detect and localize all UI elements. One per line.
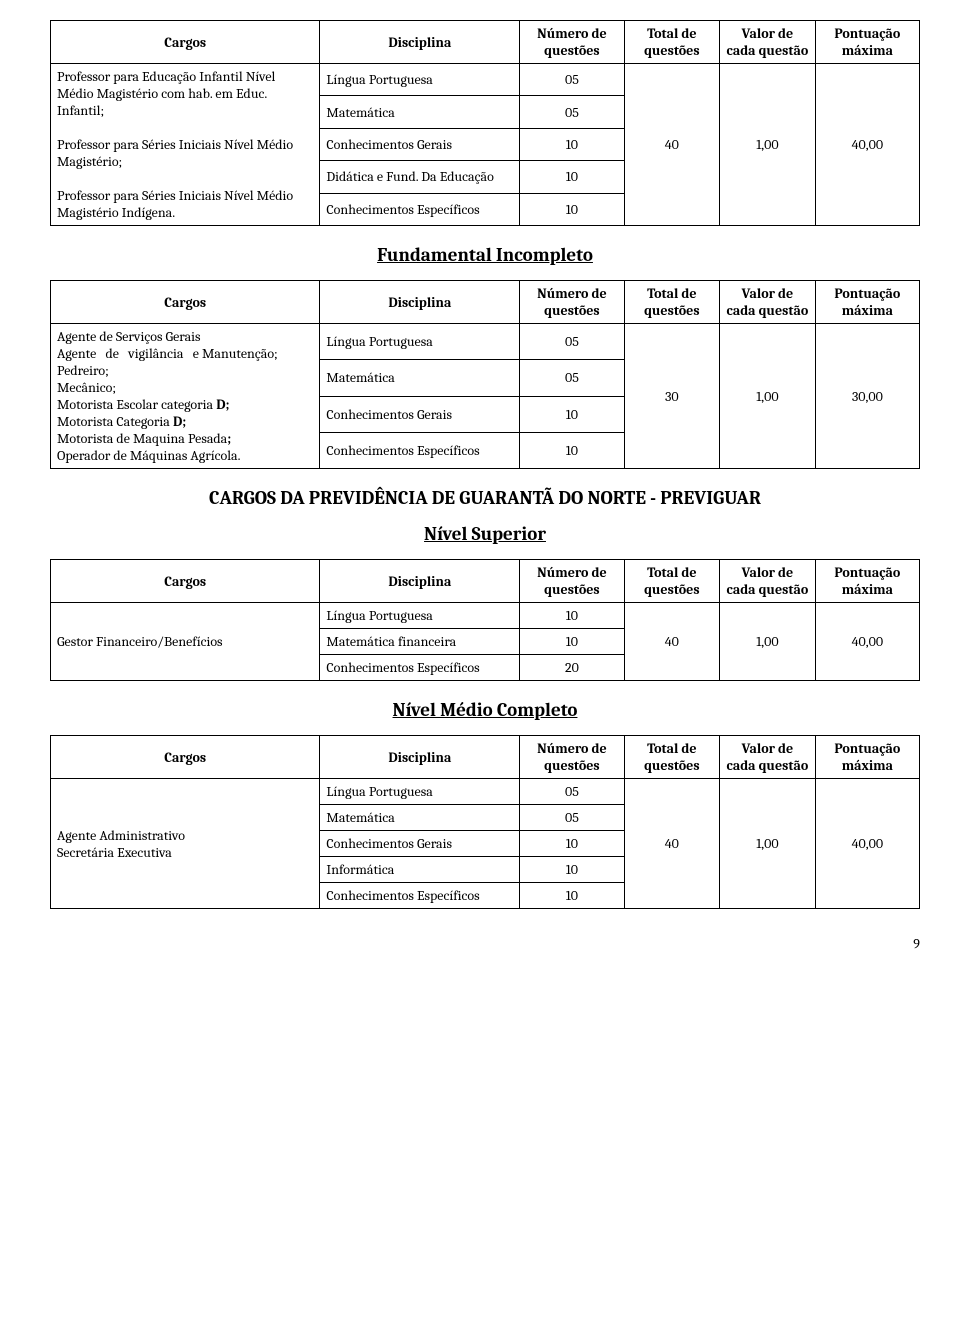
t1-d3: Conhecimentos Gerais [320, 128, 520, 160]
section-title-fundamental: Fundamental Incompleto [50, 244, 920, 266]
t2-total: 30 [624, 324, 720, 469]
section-title-superior: Nível Superior [50, 523, 920, 545]
th-valor: Valor de cada questão [720, 736, 816, 779]
page-number: 9 [50, 927, 920, 952]
t4-n2: 05 [520, 805, 624, 831]
t3-n3: 20 [520, 655, 624, 681]
t2-d1: Língua Portuguesa [320, 324, 520, 360]
t4-n5: 10 [520, 883, 624, 909]
t2-n4: 10 [520, 432, 624, 468]
table-1: Cargos Disciplina Número de questões Tot… [50, 20, 920, 226]
t2-valor: 1,00 [720, 324, 816, 469]
th-numero: Número de questões [520, 21, 624, 64]
t4-n3: 10 [520, 831, 624, 857]
t1-n4: 10 [520, 161, 624, 193]
table-3: Cargos Disciplina Número de questões Tot… [50, 559, 920, 681]
t3-total: 40 [624, 603, 720, 681]
th-disciplina: Disciplina [320, 281, 520, 324]
t1-d1: Língua Portuguesa [320, 64, 520, 96]
th-cargos: Cargos [51, 281, 320, 324]
table-4: Cargos Disciplina Número de questões Tot… [50, 735, 920, 909]
t1-cargos-c: Professor para Séries Iniciais Nível Méd… [57, 187, 293, 221]
t3-d3: Conhecimentos Específicos [320, 655, 520, 681]
t1-d2: Matemática [320, 96, 520, 128]
th-pontuacao: Pontuação máxima [815, 281, 919, 324]
t4-cargos: Agente AdministrativoSecretária Executiv… [51, 779, 320, 909]
t3-n1: 10 [520, 603, 624, 629]
t1-n3: 10 [520, 128, 624, 160]
t2-cargos: Agente de Serviços Gerais Agente de vigi… [51, 324, 320, 469]
t1-d4: Didática e Fund. Da Educação [320, 161, 520, 193]
t4-n1: 05 [520, 779, 624, 805]
t1-pont: 40,00 [815, 64, 919, 226]
th-cargos: Cargos [51, 21, 320, 64]
t2-d4: Conhecimentos Específicos [320, 432, 520, 468]
t4-d4: Informática [320, 857, 520, 883]
th-total: Total de questões [624, 21, 720, 64]
t2-d2: Matemática [320, 360, 520, 396]
th-cargos: Cargos [51, 560, 320, 603]
big-title-previguar: CARGOS DA PREVIDÊNCIA DE GUARANTÃ DO NOR… [50, 487, 920, 509]
th-disciplina: Disciplina [320, 560, 520, 603]
th-total: Total de questões [624, 736, 720, 779]
t2-d3: Conhecimentos Gerais [320, 396, 520, 432]
th-cargos: Cargos [51, 736, 320, 779]
t1-n5: 10 [520, 193, 624, 225]
t4-valor: 1,00 [720, 779, 816, 909]
t3-pont: 40,00 [815, 603, 919, 681]
t4-pont: 40,00 [815, 779, 919, 909]
th-valor: Valor de cada questão [720, 21, 816, 64]
th-valor: Valor de cada questão [720, 560, 816, 603]
t4-d1: Língua Portuguesa [320, 779, 520, 805]
th-disciplina: Disciplina [320, 736, 520, 779]
th-numero: Número de questões [520, 281, 624, 324]
t2-n2: 05 [520, 360, 624, 396]
t1-d5: Conhecimentos Específicos [320, 193, 520, 225]
th-pontuacao: Pontuação máxima [815, 21, 919, 64]
th-total: Total de questões [624, 281, 720, 324]
t1-total: 40 [624, 64, 720, 226]
t3-cargos: Gestor Financeiro/Benefícios [51, 603, 320, 681]
t3-d2: Matemática financeira [320, 629, 520, 655]
t1-n2: 05 [520, 96, 624, 128]
t2-pont: 30,00 [815, 324, 919, 469]
table-2: Cargos Disciplina Número de questões Tot… [50, 280, 920, 469]
t3-valor: 1,00 [720, 603, 816, 681]
t4-total: 40 [624, 779, 720, 909]
t2-n3: 10 [520, 396, 624, 432]
t3-n2: 10 [520, 629, 624, 655]
t4-n4: 10 [520, 857, 624, 883]
th-numero: Número de questões [520, 736, 624, 779]
t4-d3: Conhecimentos Gerais [320, 831, 520, 857]
th-disciplina: Disciplina [320, 21, 520, 64]
section-title-medio: Nível Médio Completo [50, 699, 920, 721]
th-numero: Número de questões [520, 560, 624, 603]
t1-cargos-b: Professor para Séries Iniciais Nível Méd… [57, 136, 293, 170]
t1-cargos: Professor para Educação Infantil Nível M… [51, 64, 320, 226]
t2-n1: 05 [520, 324, 624, 360]
t1-valor: 1,00 [720, 64, 816, 226]
t4-d5: Conhecimentos Específicos [320, 883, 520, 909]
t1-cargos-a: Professor para Educação Infantil Nível M… [57, 68, 275, 119]
th-valor: Valor de cada questão [720, 281, 816, 324]
t4-d2: Matemática [320, 805, 520, 831]
t1-n1: 05 [520, 64, 624, 96]
th-total: Total de questões [624, 560, 720, 603]
t3-d1: Língua Portuguesa [320, 603, 520, 629]
th-pontuacao: Pontuação máxima [815, 560, 919, 603]
th-pontuacao: Pontuação máxima [815, 736, 919, 779]
